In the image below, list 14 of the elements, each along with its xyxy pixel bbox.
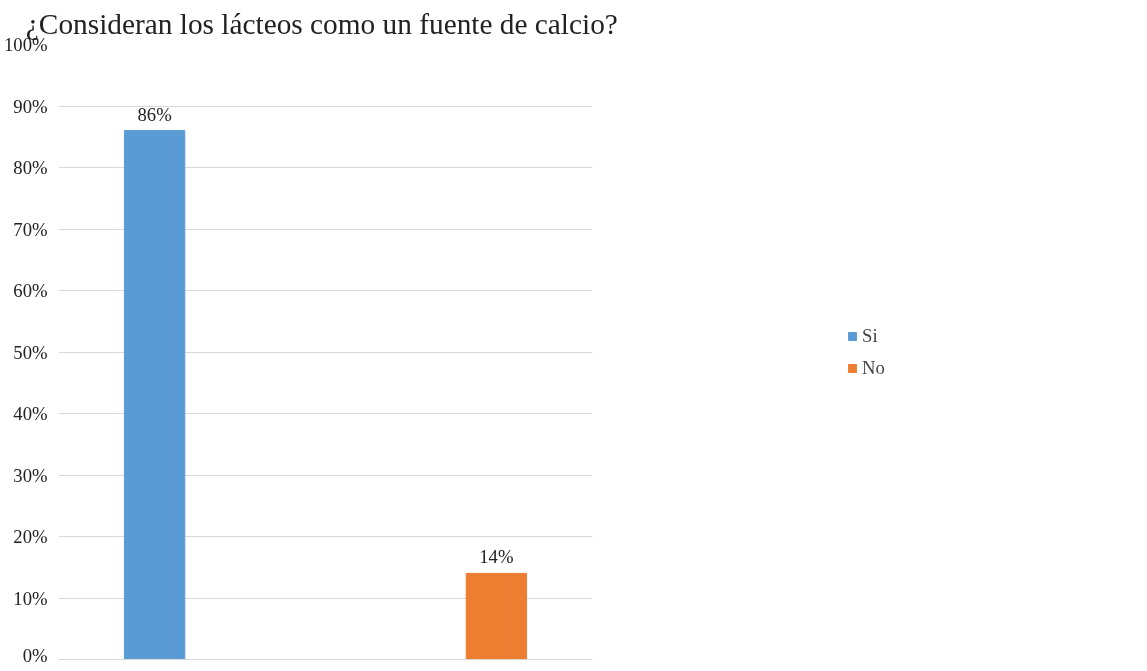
y-tick-label: 10% <box>13 587 48 609</box>
y-tick-label: 80% <box>13 157 48 178</box>
y-tick-label: 50% <box>13 341 48 363</box>
y-tick-label: 90% <box>13 95 48 117</box>
data-label: 86% <box>137 103 172 125</box>
y-tick-label: 40% <box>13 403 48 424</box>
y-tick-label: 0% <box>22 644 48 666</box>
legend-label: No <box>862 356 885 379</box>
data-label: 14% <box>479 546 514 568</box>
y-tick-label: 30% <box>13 464 48 486</box>
y-tick-label: 20% <box>13 526 48 547</box>
legend-label: Si <box>862 324 879 347</box>
y-tick-label: 70% <box>13 218 48 240</box>
y-tick-label: 60% <box>13 280 48 301</box>
